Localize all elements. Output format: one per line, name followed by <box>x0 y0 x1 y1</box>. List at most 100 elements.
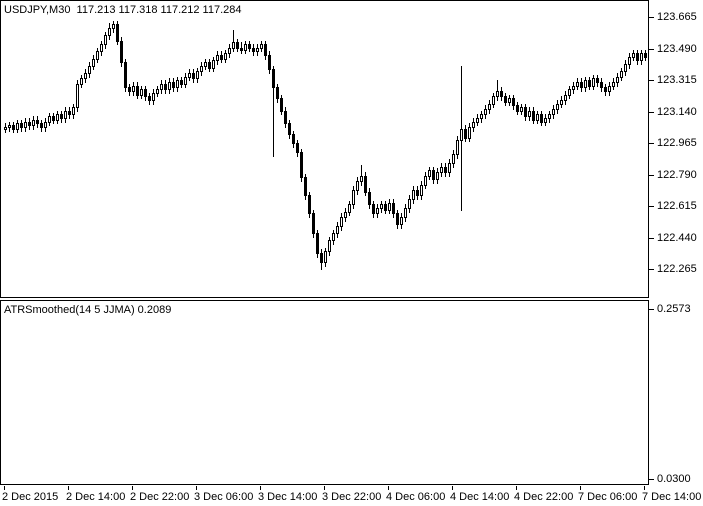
candle-body <box>248 44 251 49</box>
candle-body <box>572 86 575 90</box>
candle-body <box>140 89 143 96</box>
candle-body <box>304 177 307 196</box>
candle-body <box>400 217 403 225</box>
candle-body <box>204 62 207 67</box>
candle-body <box>324 251 327 263</box>
candle-body <box>152 93 155 101</box>
candle-body <box>224 53 227 60</box>
candle-body <box>364 176 367 193</box>
time-axis-label: 4 Dec 14:00 <box>450 491 510 503</box>
candle-body <box>368 192 371 205</box>
time-axis-tick <box>324 486 325 490</box>
candle-body <box>320 253 323 263</box>
candle-body <box>180 80 183 85</box>
time-axis-tick <box>68 486 69 490</box>
candle-body <box>12 125 15 130</box>
candle-body <box>484 109 487 115</box>
candle-body <box>60 114 63 119</box>
candle-body <box>384 204 387 211</box>
candle-body <box>308 195 311 214</box>
time-axis-tick <box>452 486 453 490</box>
candle-wick <box>233 30 234 52</box>
price-axis-tick <box>648 49 654 50</box>
candle-body <box>512 98 515 106</box>
candle-body <box>352 190 355 205</box>
time-axis-tick <box>196 486 197 490</box>
time-axis-label: 4 Dec 22:00 <box>514 491 574 503</box>
candle-body <box>568 89 571 96</box>
candle-body <box>416 190 419 196</box>
price-axis-tick <box>648 17 654 18</box>
candle-body <box>268 55 271 70</box>
candle-body <box>620 71 623 78</box>
price-axis-label: 123.665 <box>657 11 697 23</box>
candle-body <box>528 111 531 117</box>
candle-body <box>40 123 43 128</box>
candle-body <box>188 73 191 78</box>
candle-body <box>404 208 407 218</box>
candle-body <box>412 190 415 200</box>
candle-body <box>244 44 247 51</box>
candle-body <box>312 213 315 234</box>
indicator-axis-label: 0.0300 <box>657 473 691 485</box>
candle-body <box>520 107 523 112</box>
price-axis-label: 122.790 <box>657 169 697 181</box>
candle-body <box>108 28 111 36</box>
candle-body <box>184 77 187 85</box>
candle-body <box>500 91 503 97</box>
indicator-axis-tick <box>648 309 654 310</box>
candle-body <box>112 24 115 29</box>
price-axis-label: 122.440 <box>657 232 697 244</box>
candle-body <box>424 176 427 186</box>
candle-body <box>256 48 259 52</box>
candle-body <box>448 163 451 173</box>
candle-body <box>580 82 583 88</box>
candle-body <box>228 48 231 54</box>
candle-body <box>488 104 491 110</box>
price-axis-label: 123.140 <box>657 106 697 118</box>
candle-body <box>16 123 19 130</box>
price-chart-panel[interactable]: USDJPY,M30 117.213 117.318 117.212 117.2… <box>0 0 649 298</box>
candle-body <box>92 59 95 67</box>
time-axis-tick <box>388 486 389 490</box>
candle-body <box>236 42 239 49</box>
candle-body <box>332 233 335 241</box>
candle-body <box>272 69 275 88</box>
candle-body <box>476 118 479 123</box>
candle-body <box>88 66 91 74</box>
price-axis-label: 122.965 <box>657 137 697 149</box>
candle-body <box>284 111 287 124</box>
indicator-panel[interactable]: ATRSmoothed(14 5 JJMA) 0.2089 <box>0 300 649 485</box>
candle-body <box>176 80 179 88</box>
candle-body <box>504 96 507 103</box>
candle-body <box>316 233 319 254</box>
candle-body <box>80 78 83 85</box>
candle-body <box>68 111 71 115</box>
candle-body <box>212 60 215 69</box>
candle-body <box>264 44 267 56</box>
candle-body <box>132 86 135 92</box>
candle-body <box>584 80 587 88</box>
candle-body <box>196 71 199 79</box>
candle-body <box>292 134 295 144</box>
candle-body <box>564 95 567 101</box>
price-axis-tick <box>648 269 654 270</box>
candle-body <box>44 122 47 128</box>
candle-body <box>440 167 443 173</box>
candle-body <box>104 35 107 45</box>
candle-body <box>492 96 495 105</box>
candle-body <box>456 140 459 155</box>
candle-body <box>220 55 223 60</box>
candle-body <box>632 53 635 58</box>
time-axis-label: 3 Dec 22:00 <box>322 491 382 503</box>
price-axis-tick <box>648 80 654 81</box>
time-axis-tick <box>132 486 133 490</box>
candle-body <box>200 66 203 72</box>
candle-body <box>644 53 647 58</box>
candle-body <box>72 107 75 115</box>
time-axis-label: 7 Dec 14:00 <box>642 491 702 503</box>
candle-body <box>192 73 195 79</box>
candle-body <box>468 127 471 139</box>
candle-body <box>608 86 611 92</box>
